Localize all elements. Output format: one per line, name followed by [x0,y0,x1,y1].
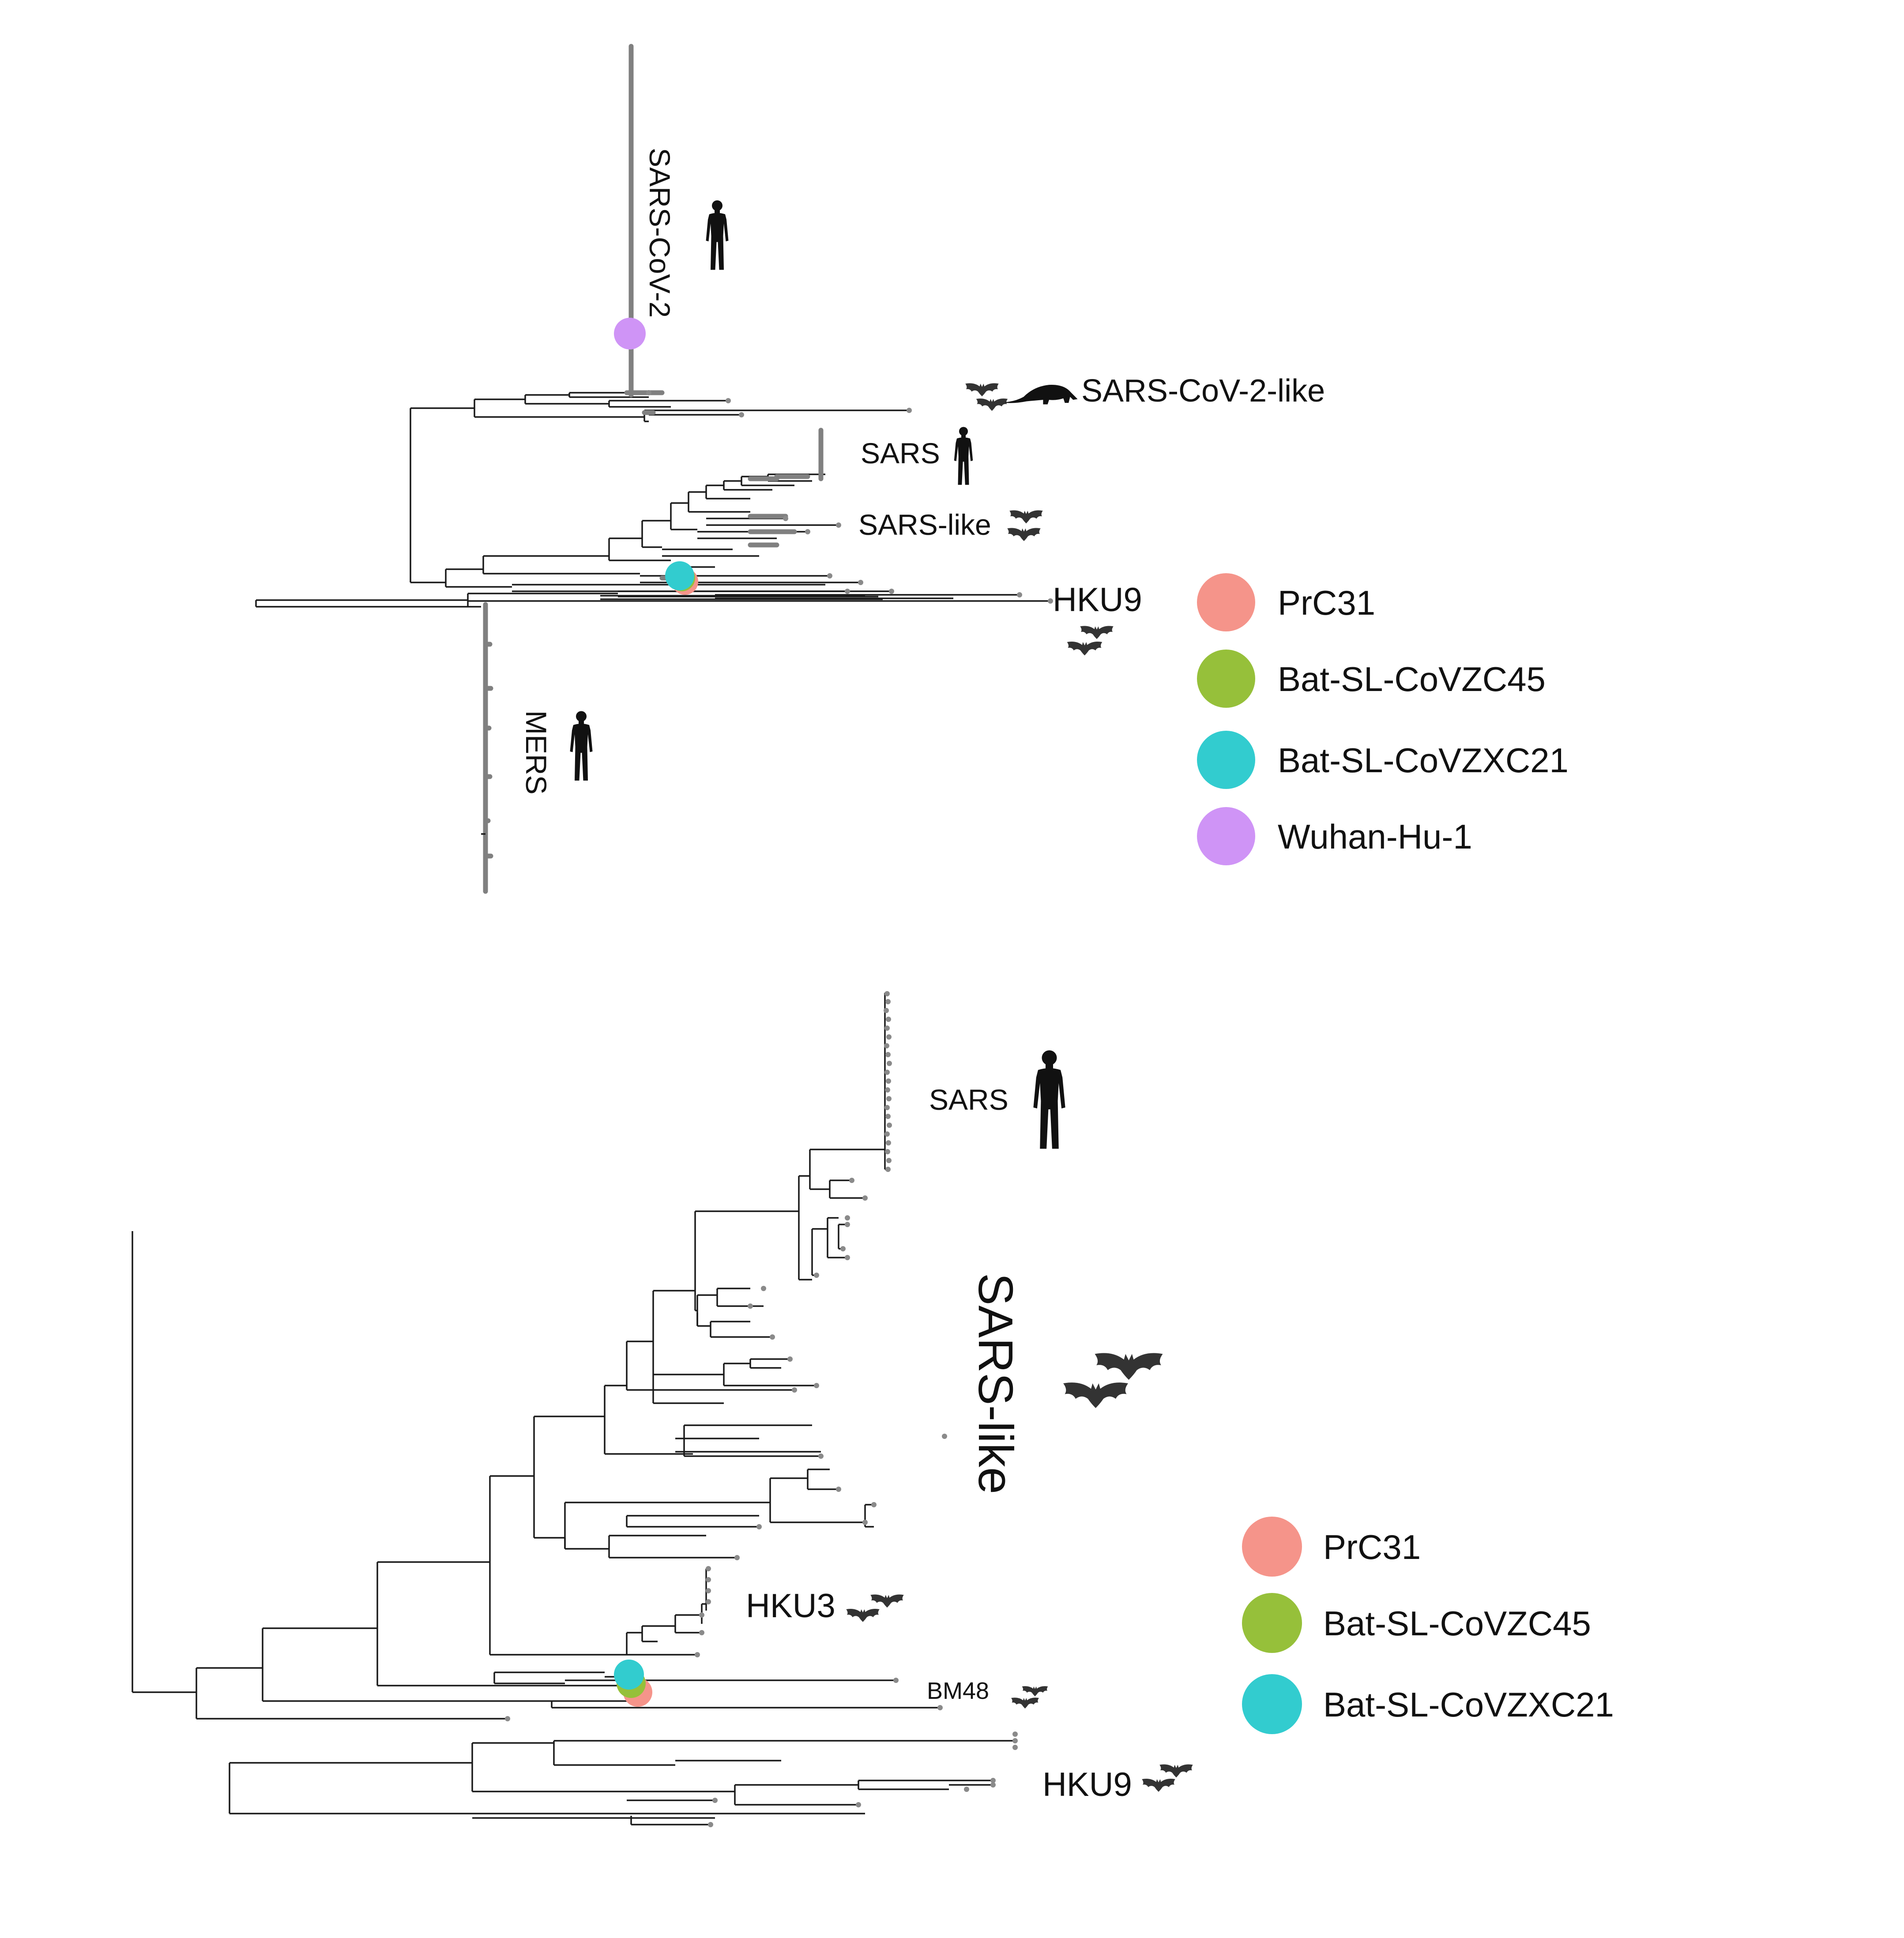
top-clade-labels: SARS-CoV-2 SARS-CoV-2-like SARS SARS-lik… [520,148,1325,795]
bat-icon [1009,510,1043,524]
bat-icon [1067,641,1103,656]
bottom-legend: PrC31 Bat-SL-CoVZC45 Bat-SL-CoVZXC21 [1242,1517,1614,1734]
bat-icon [1159,1764,1193,1778]
label-sars-top: SARS [861,437,940,469]
node-bat-sl-covzxc21 [665,561,694,590]
top-highlight-nodes [614,318,698,595]
label-sars-like-top: SARS-like [858,508,991,541]
bat-icon [1007,528,1041,541]
bat-icon [870,1594,904,1608]
legend-swatch-bat-sl-covzc45 [1242,1593,1302,1653]
pangolin-icon [1005,385,1078,405]
human-icon [570,711,593,781]
legend-label-bat-sl-covzxc21: Bat-SL-CoVZXC21 [1323,1685,1614,1724]
label-sars-like-bottom: SARS-like [968,1273,1023,1494]
legend-swatch-wuhan-hu-1 [1197,807,1255,865]
legend-label-wuhan-hu-1: Wuhan-Hu-1 [1278,817,1472,856]
label-sars-bottom: SARS [929,1083,1008,1116]
human-icon [706,200,729,270]
label-mers: MERS [520,710,553,795]
bottom-tree [132,992,1015,1825]
human-icon [954,427,973,485]
legend-swatch-bat-sl-covzxc21 [1197,731,1255,789]
legend-label-bat-sl-covzc45: Bat-SL-CoVZC45 [1278,660,1546,699]
bottom-clade-labels: SARS SARS-like HKU3 BM48 HKU9 [746,1083,1132,1803]
legend-label-bat-sl-covzxc21: Bat-SL-CoVZXC21 [1278,741,1569,780]
legend-swatch-prc31 [1197,573,1255,631]
human-icon [1033,1050,1065,1149]
legend-swatch-bat-sl-covzc45 [1197,650,1255,708]
node-wuhan-hu-1 [614,318,646,349]
label-bm48: BM48 [927,1678,989,1704]
bat-icon [1022,1686,1048,1697]
node-bat-sl-covzxc21 [614,1660,644,1690]
label-hku9-bottom: HKU9 [1042,1766,1132,1803]
bat-icon [846,1609,880,1622]
top-tip-markers [646,390,1053,604]
legend-label-prc31: PrC31 [1278,583,1375,622]
legend-swatch-bat-sl-covzxc21 [1242,1674,1302,1734]
legend-label-bat-sl-covzc45: Bat-SL-CoVZC45 [1323,1604,1591,1643]
top-legend: PrC31 Bat-SL-CoVZC45 Bat-SL-CoVZXC21 Wuh… [1197,573,1569,865]
label-hku3: HKU3 [746,1587,835,1625]
label-sars-cov-2-like: SARS-CoV-2-like [1081,373,1325,409]
label-sars-cov-2: SARS-CoV-2 [643,148,676,318]
bat-icon [1142,1779,1175,1792]
bat-icon [1011,1698,1039,1709]
legend-swatch-prc31 [1242,1517,1302,1577]
legend-label-prc31: PrC31 [1323,1528,1421,1566]
bat-icon [1080,626,1114,639]
bat-icon [976,398,1008,411]
bottom-highlight-nodes [614,1660,652,1707]
bat-icon [965,383,999,397]
bottom-tip-markers [505,991,1018,1827]
bat-icon [1095,1353,1163,1380]
label-hku9-top: HKU9 [1053,581,1142,619]
bat-icon [1063,1382,1128,1408]
